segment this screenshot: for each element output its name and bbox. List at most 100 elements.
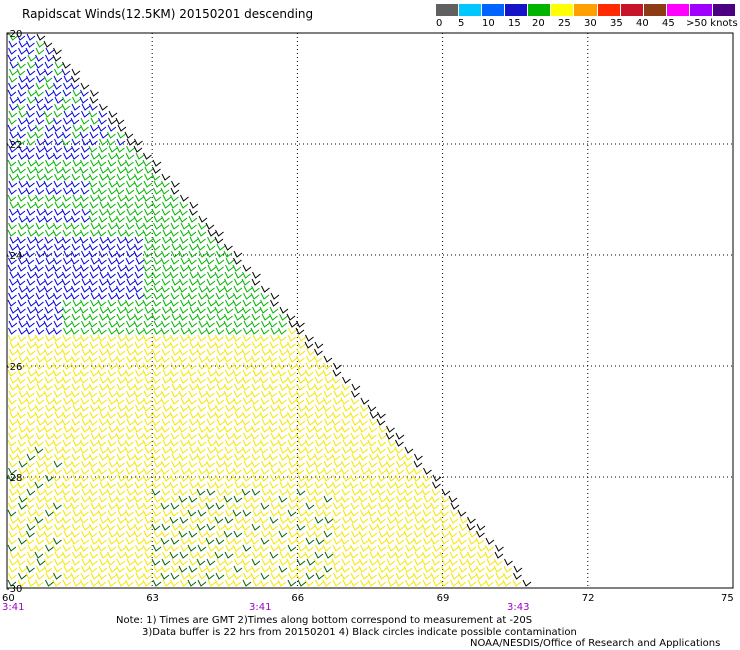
wind-barb bbox=[188, 222, 197, 230]
wind-barb bbox=[142, 229, 152, 237]
wind-barb bbox=[45, 397, 55, 405]
wind-barb bbox=[26, 138, 36, 146]
wind-barb bbox=[34, 131, 44, 139]
wind-barb bbox=[35, 502, 45, 510]
wind-barb bbox=[179, 376, 189, 384]
wind-barb bbox=[476, 565, 485, 573]
wind-barb bbox=[126, 320, 135, 328]
wind-barb bbox=[98, 292, 107, 300]
wind-barb bbox=[296, 320, 305, 328]
wind-barb bbox=[80, 117, 90, 125]
wind-barb bbox=[287, 544, 297, 552]
wind-barb bbox=[252, 376, 261, 384]
wind-barb bbox=[124, 201, 134, 209]
wind-barb bbox=[278, 362, 287, 370]
wind-barb bbox=[207, 516, 216, 524]
wind-barb bbox=[99, 103, 108, 111]
wind-barb bbox=[44, 61, 54, 69]
wind-barb bbox=[153, 292, 162, 300]
wind-barb bbox=[268, 320, 278, 328]
wind-barb bbox=[134, 453, 143, 461]
wind-barb bbox=[17, 516, 26, 524]
wind-barb bbox=[126, 390, 135, 398]
wind-barb bbox=[17, 264, 27, 272]
wind-barb bbox=[153, 187, 162, 195]
wind-barb bbox=[189, 306, 199, 314]
wind-barb bbox=[178, 390, 188, 398]
wind-barb bbox=[89, 173, 98, 181]
wind-barb bbox=[206, 495, 215, 503]
wind-barb bbox=[333, 530, 343, 538]
wind-barb bbox=[215, 327, 225, 335]
wind-barb bbox=[432, 579, 442, 587]
wind-barb bbox=[106, 453, 116, 461]
wind-barb bbox=[124, 271, 134, 279]
wind-barb bbox=[98, 397, 107, 405]
wind-barb bbox=[323, 432, 332, 440]
wind-barb bbox=[63, 495, 73, 503]
wind-barb bbox=[99, 208, 108, 216]
wind-barb bbox=[144, 341, 154, 349]
wind-barb bbox=[27, 201, 36, 209]
legend-swatch bbox=[666, 4, 690, 16]
wind-barb bbox=[35, 82, 45, 90]
wind-barb bbox=[468, 530, 478, 538]
wind-barb bbox=[107, 551, 116, 559]
wind-barb bbox=[180, 327, 190, 335]
wind-barb bbox=[99, 558, 108, 566]
wind-barb bbox=[171, 215, 180, 223]
wind-barb bbox=[171, 565, 180, 573]
wind-barb bbox=[448, 565, 458, 573]
wind-barb bbox=[387, 579, 397, 587]
wind-barb bbox=[81, 565, 90, 573]
wind-barb bbox=[16, 383, 26, 391]
wind-barb bbox=[18, 320, 28, 328]
wind-barb bbox=[81, 495, 90, 503]
wind-barb bbox=[324, 418, 333, 426]
wind-barb bbox=[133, 390, 143, 398]
wind-barb bbox=[270, 404, 279, 412]
wind-barb bbox=[242, 264, 252, 272]
wind-barb bbox=[189, 348, 198, 356]
wind-barb bbox=[315, 362, 325, 370]
wind-barb bbox=[90, 537, 100, 545]
wind-barb bbox=[495, 572, 505, 580]
wind-barb bbox=[233, 537, 242, 545]
wind-barb bbox=[153, 530, 163, 538]
wind-barb bbox=[188, 355, 198, 363]
wind-barb bbox=[53, 215, 63, 223]
wind-barb bbox=[360, 439, 369, 447]
wind-barb bbox=[36, 138, 46, 146]
wind-barb bbox=[214, 306, 224, 314]
wind-barb bbox=[53, 222, 62, 230]
wind-barb bbox=[99, 243, 108, 251]
wind-barb bbox=[8, 572, 17, 580]
wind-barb bbox=[99, 376, 109, 384]
wind-barb bbox=[305, 432, 315, 440]
wind-barb bbox=[169, 481, 179, 489]
wind-barb bbox=[35, 579, 44, 587]
wind-barb bbox=[134, 481, 144, 489]
wind-barb bbox=[25, 257, 35, 265]
wind-barb bbox=[117, 404, 127, 412]
wind-barb bbox=[63, 285, 73, 293]
wind-barb bbox=[43, 285, 53, 293]
wind-barb bbox=[62, 271, 71, 279]
wind-barb bbox=[17, 446, 26, 454]
wind-barb bbox=[160, 187, 170, 195]
wind-barb bbox=[350, 404, 359, 412]
wind-barb bbox=[423, 572, 432, 580]
wind-barb bbox=[70, 502, 80, 510]
wind-barb bbox=[351, 488, 361, 496]
wind-barb bbox=[52, 579, 62, 587]
wind-barb bbox=[386, 453, 396, 461]
wind-barb bbox=[135, 474, 144, 482]
wind-barb bbox=[162, 306, 171, 314]
legend-swatch bbox=[482, 4, 506, 16]
wind-barb bbox=[116, 425, 125, 433]
wind-barb bbox=[125, 152, 135, 160]
wind-barb bbox=[125, 439, 134, 447]
wind-barb bbox=[323, 572, 332, 580]
wind-barb bbox=[71, 243, 81, 251]
wind-barb bbox=[332, 551, 341, 559]
